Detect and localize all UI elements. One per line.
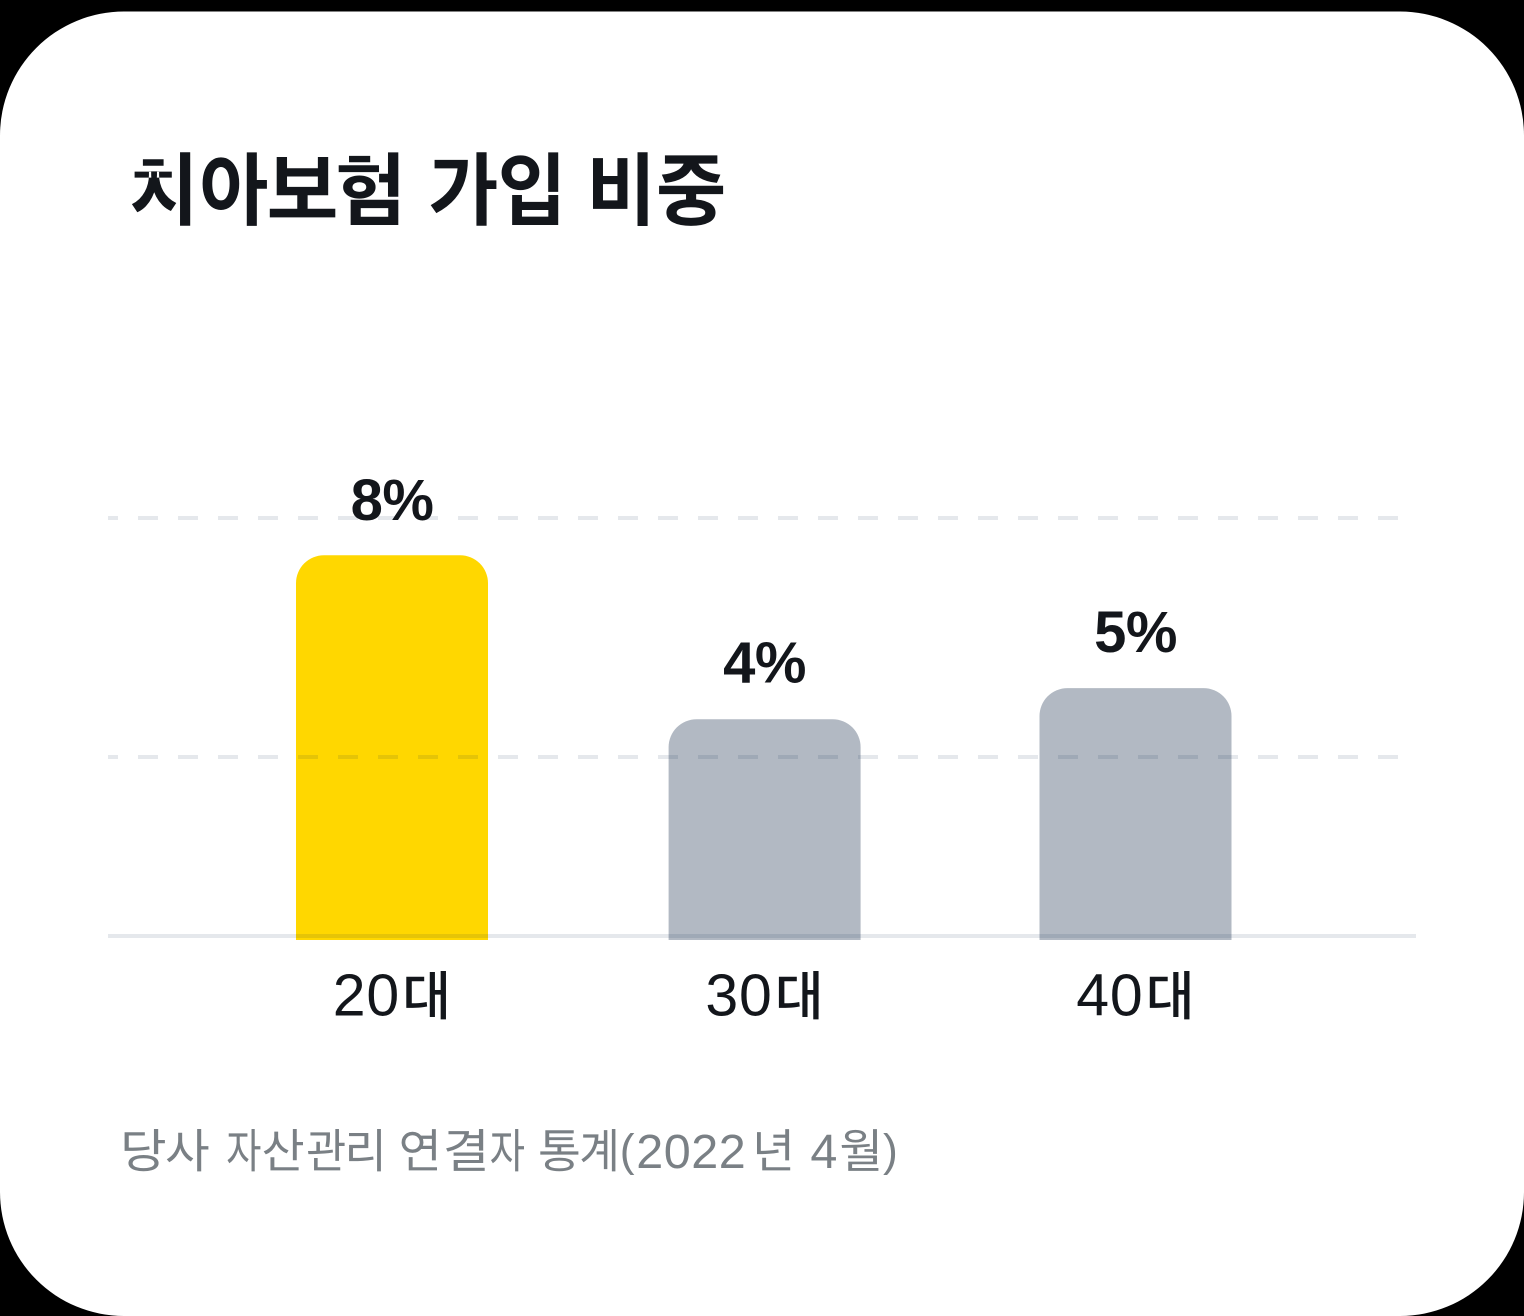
svg-text:): ): [883, 1126, 898, 1175]
svg-text:20: 20: [333, 963, 400, 1029]
svg-text:30: 30: [705, 963, 772, 1029]
svg-text:8%: 8%: [351, 468, 434, 533]
svg-text:2022: 2022: [636, 1125, 746, 1179]
svg-text:4%: 4%: [723, 630, 806, 695]
svg-text:4: 4: [810, 1125, 837, 1179]
svg-text:40: 40: [1076, 963, 1143, 1029]
svg-text:(: (: [620, 1126, 635, 1175]
svg-text:5%: 5%: [1094, 600, 1177, 665]
